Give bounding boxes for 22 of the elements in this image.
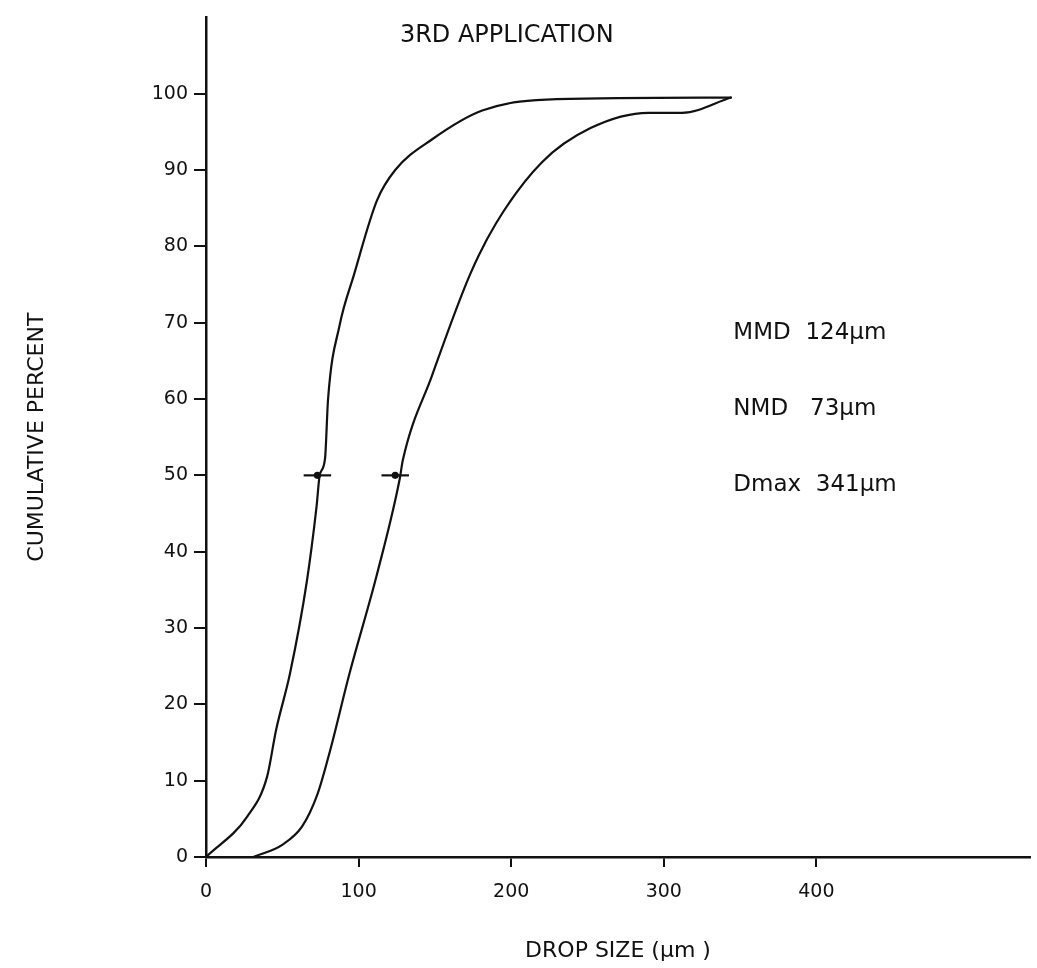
- x-axis-title: DROP SIZE (µm ): [525, 936, 711, 962]
- x-tick-label: 200: [493, 879, 530, 902]
- annotation: MMD 124µm: [733, 318, 887, 345]
- y-tick-label: 30: [163, 614, 188, 637]
- annotation: Dmax 341µm: [733, 470, 897, 497]
- y-tick-label: 60: [163, 385, 188, 408]
- y-tick-label: 100: [151, 80, 188, 103]
- y-tick-label: 50: [163, 462, 188, 485]
- x-tick-label: 0: [199, 879, 213, 902]
- annotation: NMD 73µm: [733, 394, 877, 421]
- y-tick-label: 20: [163, 691, 188, 714]
- y-tick-label: 10: [163, 767, 188, 790]
- x-tick-label: 100: [340, 879, 377, 902]
- y-tick-label: 40: [163, 538, 188, 561]
- y-tick-label: 80: [163, 233, 188, 256]
- y-tick-label: 0: [175, 843, 188, 866]
- x-tick-label: 400: [798, 879, 835, 902]
- y-axis-title: CUMULATIVE PERCENT: [22, 312, 48, 562]
- chart-title: 3RD APPLICATION: [399, 19, 614, 48]
- y-tick-label: 90: [163, 156, 188, 179]
- y-tick-label: 70: [163, 309, 188, 332]
- x-tick-label: 300: [645, 879, 682, 902]
